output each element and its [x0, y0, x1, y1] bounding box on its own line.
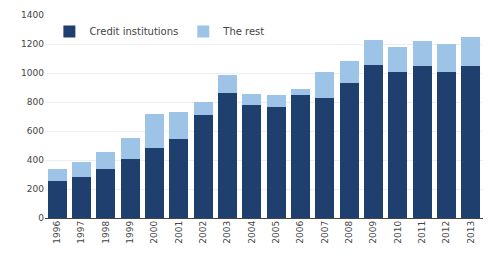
svg-text:2000: 2000	[149, 221, 159, 244]
svg-text:200: 200	[27, 184, 44, 194]
svg-text:Credit institutions: Credit institutions	[89, 26, 178, 37]
svg-text:2010: 2010	[393, 221, 403, 244]
svg-text:2012: 2012	[441, 221, 451, 244]
svg-text:1000: 1000	[21, 68, 44, 78]
svg-text:1996: 1996	[52, 221, 62, 244]
svg-text:2007: 2007	[320, 221, 330, 244]
svg-text:400: 400	[27, 155, 44, 165]
svg-text:2005: 2005	[271, 221, 281, 244]
svg-text:1999: 1999	[125, 221, 135, 244]
svg-text:2001: 2001	[174, 221, 184, 244]
svg-text:2002: 2002	[198, 221, 208, 244]
svg-text:2008: 2008	[344, 221, 354, 244]
svg-text:2011: 2011	[417, 221, 427, 244]
svg-text:2009: 2009	[368, 221, 378, 244]
svg-text:1997: 1997	[76, 221, 86, 244]
svg-text:1400: 1400	[21, 10, 44, 20]
svg-text:1998: 1998	[101, 221, 111, 244]
svg-text:2006: 2006	[295, 221, 305, 244]
svg-text:2004: 2004	[247, 221, 257, 244]
svg-text:The rest: The rest	[222, 26, 264, 37]
svg-text:2013: 2013	[466, 221, 476, 244]
svg-text:0: 0	[38, 213, 44, 223]
svg-text:1200: 1200	[21, 39, 44, 49]
svg-text:2003: 2003	[222, 221, 232, 244]
svg-text:800: 800	[27, 97, 44, 107]
svg-text:600: 600	[27, 126, 44, 136]
